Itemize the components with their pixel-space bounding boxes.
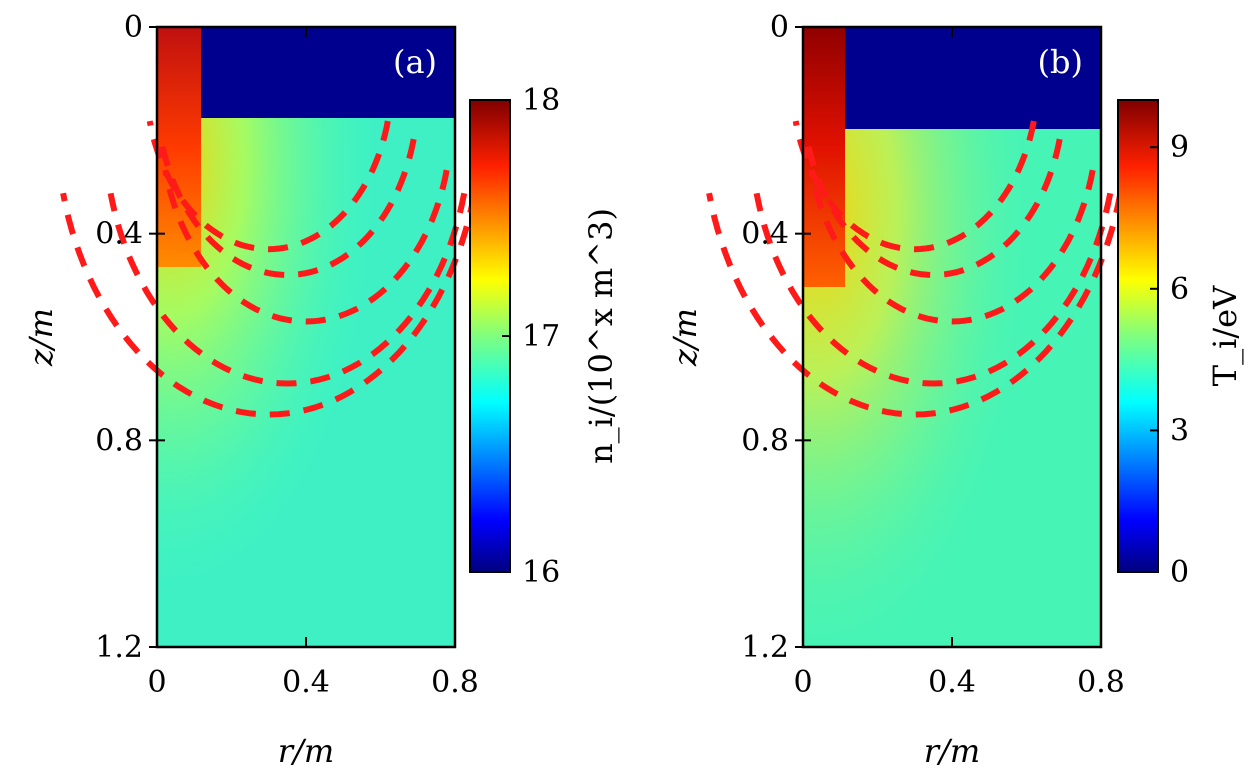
heatmap-a-source-region	[201, 27, 455, 118]
y-axis-label-b: z/m	[666, 308, 704, 367]
panel-b-label: (b)	[1038, 43, 1083, 81]
panel-b: (b) 0 0.4 0.8 0 0.4 0.8 1.2 r/m z/m 0 3 6 9 T_i/e…	[666, 10, 1244, 770]
x-tick-label-a-2: 0.8	[431, 665, 479, 700]
colorbar-a-bar	[469, 99, 511, 573]
heatmap-a	[157, 27, 455, 647]
coil-arcs-b	[706, 120, 1124, 418]
y-tick-label-a-0: 0	[124, 10, 143, 45]
heatmap-a-glow	[157, 27, 455, 647]
x-axis-label-a: r/m	[278, 732, 334, 770]
heatmap-b-glow	[803, 27, 1101, 647]
colorbar-tick-label-a-1: 17	[522, 319, 560, 354]
x-tick-label-a-1: 0.4	[282, 665, 330, 700]
colorbar-tick-label-b-2: 6	[1170, 272, 1189, 307]
colorbar-a-label: n_i/(10^x m^3)	[582, 208, 620, 464]
y-tick-label-b-3: 1.2	[741, 630, 789, 665]
colorbar-tick-label-a-0: 16	[522, 555, 560, 590]
x-axis-label-b: r/m	[924, 732, 980, 770]
coil-arc-3-a	[162, 169, 450, 325]
colorbar-tick-label-b-1: 3	[1170, 413, 1189, 448]
y-tick-label-b-2: 0.8	[741, 423, 789, 458]
y-tick-label-b-1: 0.4	[741, 217, 789, 252]
coil-arc-4-b	[753, 192, 1114, 387]
y-axis-label-a: z/m	[22, 308, 60, 367]
y-tick-label-b-0: 0	[770, 10, 789, 45]
colorbar-tick-label-a-2: 18	[522, 83, 560, 118]
x-tick-label-a-0: 0	[147, 665, 166, 700]
colorbar-b-bar	[1117, 99, 1159, 573]
x-tick-label-b-0: 0	[793, 665, 812, 700]
colorbar-b: 0 3 6 9 T_i/eV	[1117, 99, 1244, 590]
ticks-b: 0 0.4 0.8 0 0.4 0.8 1.2	[741, 10, 1125, 700]
colorbar-a: 16 17 18 n_i/(10^x m^3)	[469, 83, 620, 590]
colorbar-a-ticks: 16 17 18	[502, 83, 560, 590]
heatmap-b-source-region	[845, 27, 1101, 129]
colorbar-b-label: T_i/eV	[1206, 285, 1244, 386]
coil-arcs-a	[60, 120, 478, 418]
colorbar-b-ticks: 0 3 6 9	[1150, 130, 1189, 590]
coil-arc-2-a	[158, 138, 417, 279]
ticks-a: 0 0.4 0.8 0 0.4 0.8 1.2	[95, 10, 479, 700]
x-tick-label-b-2: 0.8	[1077, 665, 1125, 700]
colorbar-tick-label-b-0: 0	[1170, 555, 1189, 590]
x-tick-label-b-1: 0.4	[928, 665, 976, 700]
panel-a-label: (a)	[393, 43, 437, 81]
coil-arc-4-a	[107, 192, 468, 387]
heatmap-b	[803, 27, 1101, 647]
coil-arc-3-b	[808, 169, 1096, 325]
panel-a: (a) 0 0.4 0.8 0 0.4 0.8 1.2 r/m z/m 16 17 18 n_i…	[22, 10, 620, 770]
y-tick-label-a-1: 0.4	[95, 217, 143, 252]
colorbar-tick-label-b-3: 9	[1170, 130, 1189, 165]
y-tick-label-a-3: 1.2	[95, 630, 143, 665]
y-tick-label-a-2: 0.8	[95, 423, 143, 458]
coil-arc-2-b	[804, 138, 1063, 279]
